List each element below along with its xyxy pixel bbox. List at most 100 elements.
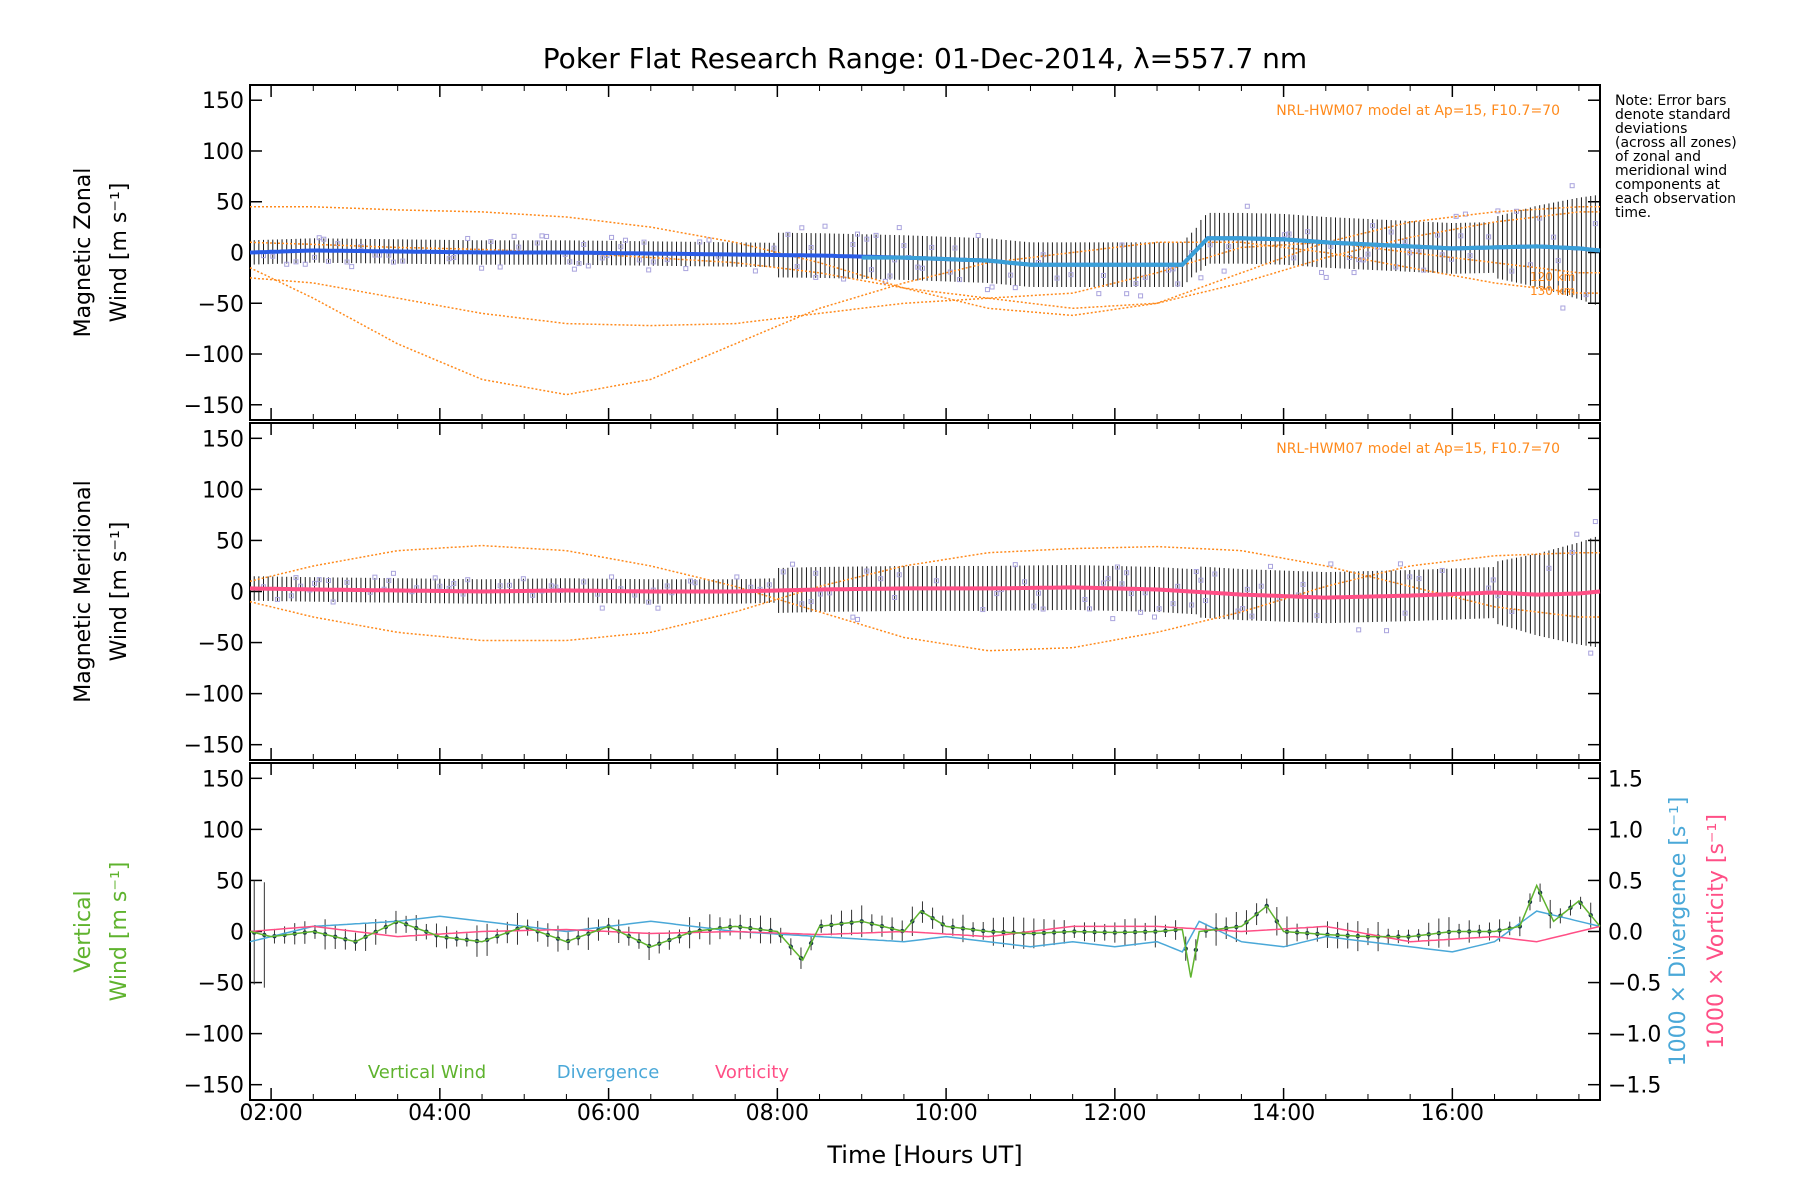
sample-point [576,261,582,267]
sample-point [1486,234,1492,240]
figure-title: Poker Flat Research Range: 01-Dec-2014, … [543,42,1307,75]
sample-point [316,577,322,583]
sample-point [520,576,526,582]
sample-point [571,266,577,272]
sample-point [1087,606,1093,612]
model-altitude-label: 120 km [1530,270,1575,284]
sample-point [1012,562,1018,568]
sample-point [799,225,805,231]
sample-point [1360,257,1366,263]
sample-point [1114,564,1120,570]
sample-point [1356,627,1362,633]
note-line: (across all zones) [1615,135,1737,151]
sample-point [989,284,995,290]
sample-point [534,240,540,246]
sample-point [734,574,740,580]
sample-point [1040,252,1046,258]
sample-point [813,274,819,280]
error-bar-note: Note: Error bars denote standard deviati… [1615,93,1737,221]
x-axis-label: Time [Hours UT] [826,1141,1022,1169]
sample-point [1096,291,1102,297]
sample-point [544,233,550,239]
divergence-line [249,910,1601,953]
zonal-mean-line [861,236,1601,267]
sample-point [1138,609,1144,615]
sample-point [465,577,471,583]
sample-point [1105,576,1111,582]
sample-point [1351,270,1357,276]
sample-point [622,237,628,243]
sample-point [752,268,758,274]
sample-point [511,233,517,239]
sample-point [1490,577,1496,583]
sample-point [850,614,856,620]
y-axis-label: Wind [m s⁻¹] [107,522,132,662]
y-tick-label: 50 [216,191,244,216]
x-tick-label: 02:00 [239,1101,302,1126]
y2-tick-label: 0.5 [1608,869,1643,894]
sample-point [1314,613,1320,619]
sample-point [1560,305,1566,311]
sample-point [1035,590,1041,596]
sample-point [293,575,299,581]
vorticity-line [249,925,1601,943]
sample-point [1040,606,1046,612]
sample-point [293,259,299,265]
sample-point [1203,598,1209,604]
sample-point [650,259,656,265]
sample-point [1509,608,1515,614]
sample-point [1175,583,1181,589]
sample-point [878,576,884,582]
sample-point [1244,203,1250,209]
sample-point [1110,616,1116,622]
sample-point [1416,576,1422,582]
sample-point [664,257,670,263]
y-tick-label: −150 [184,394,244,419]
sample-point [1300,581,1306,587]
sample-point [349,264,355,270]
y-tick-label: −100 [184,683,244,708]
sample-point [892,594,898,600]
sample-point [1435,232,1441,238]
sample-point [312,580,318,586]
sample-point [1193,569,1199,575]
sample-point [451,580,457,586]
sample-point [1592,519,1598,525]
sample-point [855,616,860,622]
sample-point [321,236,327,242]
sample-point [1365,251,1371,257]
sample-point [1235,608,1241,614]
sample-point [386,577,392,583]
sample-point [1439,252,1445,258]
legend-entry: Divergence [557,1062,660,1083]
sample-point [1268,563,1274,569]
sample-point [1319,269,1325,275]
sample-point [1022,579,1028,585]
sample-point [868,267,874,273]
sample-point [1100,272,1106,278]
sample-point [1175,281,1181,287]
y2-axis-label-vorticity: 1000 × Vorticity [s⁻¹] [1704,814,1729,1049]
y2-tick-label: −0.5 [1608,972,1661,997]
y-tick-label: 100 [202,818,244,843]
sample-point [1165,267,1171,273]
sample-point [1388,229,1394,235]
model-curve [249,241,1600,396]
sample-point [808,599,814,605]
sample-point [1458,233,1464,239]
sample-point [1583,292,1589,298]
sample-point [618,244,624,250]
sample-point [1212,571,1218,577]
note-line: time. [1615,205,1651,221]
sample-point [771,245,777,251]
sample-point [451,254,457,260]
sample-point [975,232,981,238]
y-tick-label: 100 [202,140,244,165]
sample-point [1574,531,1580,537]
sample-point [850,241,856,247]
note-line: each observation [1615,191,1736,207]
y-tick-label: 50 [216,869,244,894]
model-label: NRL-HWM07 model at Ap=15, F10.7=70 [1276,103,1560,119]
sample-point [1124,570,1130,576]
y-tick-label: −50 [198,292,244,317]
